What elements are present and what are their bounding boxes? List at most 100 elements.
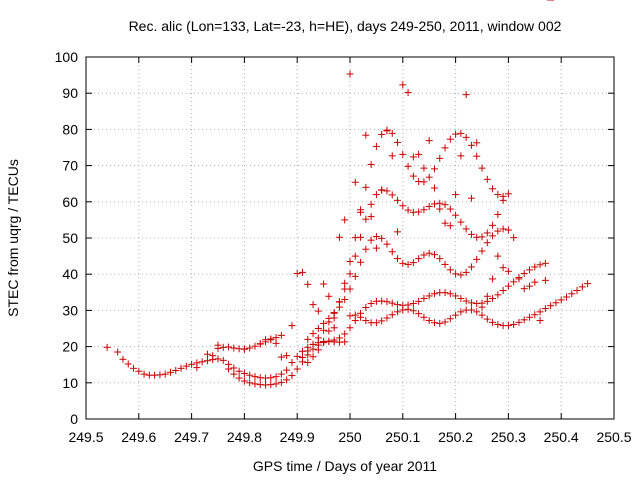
data-point — [483, 175, 491, 183]
data-point — [473, 255, 481, 263]
data-point — [457, 308, 465, 316]
data-point — [457, 218, 465, 226]
data-point — [383, 187, 391, 195]
data-point — [346, 312, 354, 320]
data-point — [335, 233, 343, 241]
data-point — [378, 297, 386, 305]
data-point — [161, 370, 169, 378]
data-point — [425, 249, 433, 257]
data-point — [372, 142, 380, 150]
data-point — [499, 286, 507, 294]
data-point — [251, 342, 259, 350]
data-point — [314, 307, 322, 315]
data-point — [425, 203, 433, 211]
data-point — [240, 377, 248, 385]
data-point — [536, 308, 544, 316]
y-tick-label: 40 — [62, 266, 78, 282]
data-point — [293, 365, 301, 373]
data-point — [430, 165, 438, 173]
data-point — [467, 194, 475, 202]
data-point — [288, 322, 296, 330]
y-tick-label: 0 — [70, 411, 78, 427]
data-point — [341, 330, 349, 338]
data-point — [415, 310, 423, 318]
data-point — [489, 318, 497, 326]
data-point — [483, 315, 491, 323]
y-tick-label: 10 — [62, 375, 78, 391]
data-point — [351, 178, 359, 186]
data-point — [473, 152, 481, 160]
data-point — [362, 131, 370, 139]
x-tick-label: 249.8 — [227, 429, 262, 445]
data-point — [394, 228, 402, 236]
data-point — [277, 353, 285, 361]
data-point — [172, 366, 180, 374]
data-point — [499, 192, 507, 200]
data-point — [415, 297, 423, 305]
plot-frame — [85, 56, 615, 420]
data-point — [425, 173, 433, 181]
data-point — [467, 141, 475, 149]
data-point — [441, 219, 449, 227]
data-point — [272, 380, 280, 388]
data-point — [452, 292, 460, 300]
data-point — [119, 355, 127, 363]
data-point — [478, 247, 486, 255]
x-tick-labels: 249.5 249.6 249.7 249.8 249.9 250 250.1 250.2 25… — [68, 429, 631, 445]
data-point — [367, 300, 375, 308]
data-point — [446, 222, 454, 230]
data-point — [499, 264, 507, 272]
data-point — [452, 270, 460, 278]
x-tick-label: 250 — [338, 429, 362, 445]
data-point — [436, 205, 444, 213]
data-point — [267, 381, 275, 389]
data-point — [510, 321, 518, 329]
data-point — [203, 357, 211, 365]
data-point — [399, 259, 407, 267]
data-point — [520, 269, 528, 277]
data-point — [494, 210, 502, 218]
data-point — [504, 322, 512, 330]
x-tick-label: 249.9 — [280, 429, 315, 445]
data-point — [541, 305, 549, 313]
data-point — [494, 252, 502, 260]
data-point — [325, 292, 333, 300]
data-point — [404, 88, 412, 96]
data-point — [452, 130, 460, 138]
data-point — [267, 335, 275, 343]
data-point — [446, 315, 454, 323]
data-point — [452, 191, 460, 199]
data-point — [304, 335, 312, 343]
data-point — [430, 200, 438, 208]
x-tick-label: 250.2 — [438, 429, 473, 445]
data-point — [135, 367, 143, 375]
data-point — [341, 216, 349, 224]
data-point — [314, 325, 322, 332]
data-point — [489, 185, 497, 193]
data-point — [483, 292, 491, 300]
data-point — [304, 347, 312, 355]
y-tick-label: 80 — [62, 121, 78, 137]
data-point — [246, 344, 254, 352]
x-tick-label: 249.7 — [174, 429, 209, 445]
data-point — [351, 272, 359, 280]
data-point — [515, 275, 523, 283]
data-point — [526, 266, 534, 274]
data-point — [246, 371, 254, 379]
data-point — [341, 338, 349, 346]
data-point — [325, 318, 333, 326]
data-point — [309, 301, 317, 309]
data-point — [483, 229, 491, 237]
data-point — [467, 263, 475, 271]
data-point — [420, 206, 428, 214]
chart-title: Rec. alic (Lon=133, Lat=-23, h=HE), days… — [129, 18, 562, 34]
data-point — [193, 364, 201, 372]
data-point — [203, 350, 211, 358]
data-point — [441, 318, 449, 326]
data-point — [378, 317, 386, 325]
data-point — [526, 313, 534, 321]
data-point — [494, 227, 502, 235]
data-point — [335, 298, 343, 306]
data-point — [415, 150, 423, 158]
data-point — [272, 373, 280, 381]
